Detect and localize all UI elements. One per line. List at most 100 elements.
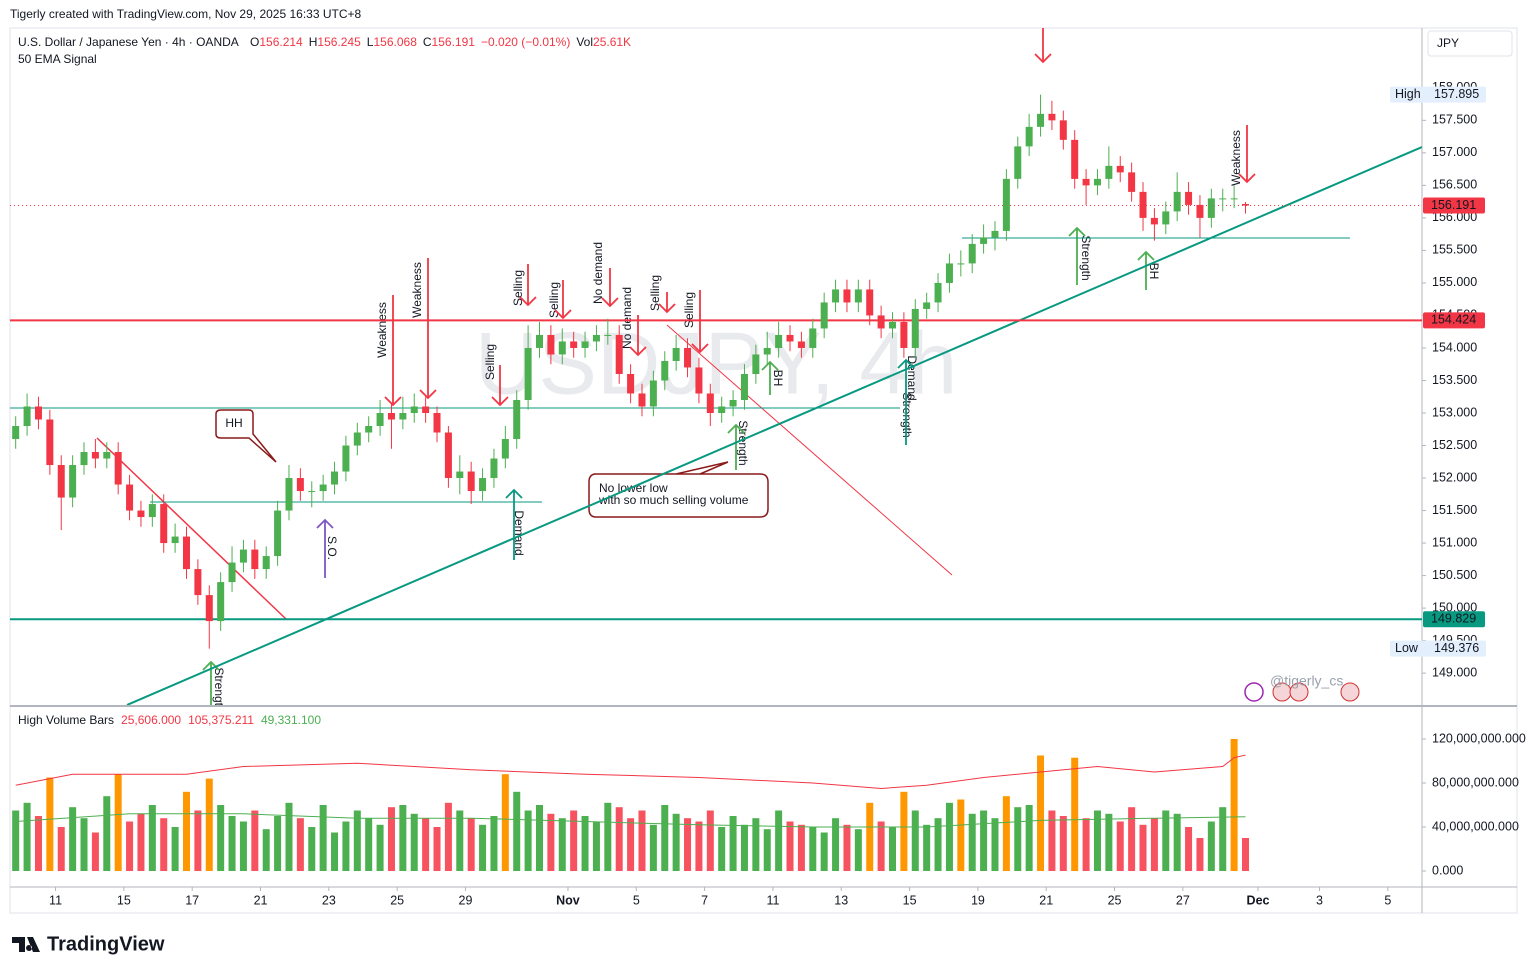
volume-bar	[114, 774, 122, 872]
volume-bar	[331, 832, 339, 872]
volume-bar	[433, 826, 441, 872]
volume-bar	[126, 821, 134, 872]
y-tick-label: 155.000	[1432, 275, 1477, 289]
note-line: with so much selling volume	[598, 493, 749, 507]
level-label: 149.829	[1431, 612, 1476, 626]
volume-bar	[718, 826, 726, 872]
volume-bar	[34, 815, 42, 872]
annotation-label: Demand	[905, 355, 919, 400]
volume-bar	[1116, 821, 1124, 872]
volume-bar	[752, 818, 760, 872]
volume-bar	[46, 777, 54, 872]
volume-bar	[103, 796, 111, 872]
y-tick-label: 157.000	[1432, 145, 1477, 159]
y-tick-label: 157.500	[1432, 113, 1477, 127]
x-tick-label: 27	[1176, 893, 1190, 907]
volume-bar	[809, 826, 817, 872]
y-tick-label: 152.500	[1432, 438, 1477, 452]
volume-bar	[91, 832, 99, 872]
x-tick-label: 15	[903, 893, 917, 907]
volume-bar	[558, 818, 566, 872]
volume-bar	[592, 821, 600, 872]
volume-bar	[968, 813, 976, 872]
volume-bar	[615, 807, 623, 872]
volume-bar	[501, 774, 509, 872]
x-tick-label: 29	[459, 893, 473, 907]
x-tick-label: 11	[49, 893, 62, 907]
volume-bar	[797, 824, 805, 872]
annotation-arrow	[1137, 250, 1155, 290]
quote-value: 156.245	[317, 35, 361, 49]
y-tick-label: 80,000,000.000	[1432, 775, 1519, 789]
volume-bar	[251, 810, 259, 872]
currency[interactable]: JPY	[1437, 36, 1459, 50]
quote: O156.214 H156.245 L156.068 C156.191 −0.020 (…	[250, 35, 631, 49]
volume-bar	[1014, 807, 1022, 872]
volume-bar	[490, 815, 498, 872]
volume-bar	[843, 824, 851, 872]
volume-bar	[889, 826, 896, 872]
legend-value: 105,375.211	[188, 713, 254, 727]
annotation-arrow	[316, 518, 334, 578]
volume-bar	[69, 807, 77, 872]
volume-bar	[1002, 796, 1010, 872]
x-tick-label: Dec	[1247, 893, 1270, 907]
trend-line	[666, 324, 953, 576]
marker-value: 157.895	[1434, 87, 1479, 101]
volume-value: 25.61K	[593, 35, 631, 49]
volume-bar	[1037, 755, 1045, 872]
x-tick-label: 21	[1039, 893, 1053, 907]
legend-value: 25,606.000	[121, 713, 181, 727]
volume-bar	[194, 810, 202, 872]
volume-bar	[729, 815, 737, 872]
volume-bar	[672, 813, 680, 872]
logo-icon	[12, 937, 40, 952]
volume-bar	[1071, 757, 1079, 872]
symbol: U.S. Dollar / Japanese Yen · 4h · OANDA	[18, 35, 239, 49]
volume-bar	[1150, 818, 1158, 872]
annotation-label: Strength	[1079, 235, 1093, 280]
volume-bar	[866, 802, 874, 872]
drawings	[10, 146, 1422, 705]
annotation-label: Demand	[512, 510, 526, 555]
currency-button[interactable]	[1427, 30, 1513, 57]
x-tick-label: 11	[766, 893, 779, 907]
volume-bar	[1196, 837, 1204, 872]
annotation-arrow	[727, 423, 745, 470]
volume-bar	[353, 810, 361, 872]
volume-bar	[171, 826, 179, 872]
volume-bar	[524, 810, 532, 872]
volume-bars	[12, 738, 1249, 872]
change: −0.020 (−0.01%)	[481, 35, 570, 49]
volume-bar	[1139, 824, 1147, 872]
volume-bar	[410, 813, 418, 872]
last-price-tag	[1423, 197, 1485, 214]
y-tick-label: 120,000,000.000	[1432, 731, 1526, 745]
marker-tag	[1390, 640, 1486, 657]
volume-bar	[706, 810, 714, 872]
volume-bar	[467, 818, 475, 872]
annotation-label: Weakness	[1229, 130, 1243, 186]
y-tick-label: 40,000,000.000	[1432, 819, 1519, 833]
y-tick-label: 154.000	[1432, 340, 1477, 354]
volume-bar	[604, 802, 612, 872]
icon	[1289, 682, 1309, 702]
annotation-arrow	[1034, 28, 1052, 64]
note-line: No lower low	[599, 481, 668, 495]
volume-bar	[877, 821, 885, 872]
annotation-label: Weakness	[410, 262, 424, 318]
legend-value: 49,331.100	[261, 713, 321, 727]
volume-bar	[137, 813, 145, 872]
symbol-header: U.S. Dollar / Japanese Yen · 4h · OANDA	[18, 35, 239, 49]
volume-bar	[627, 818, 635, 872]
y-tick-label: 150.500	[1432, 568, 1477, 582]
x-tick-label: 7	[701, 893, 708, 907]
callout-text: HH	[225, 416, 242, 430]
volume-bar	[684, 818, 692, 872]
x-tick-label: 21	[254, 893, 268, 907]
volume-bar	[1207, 821, 1215, 872]
legend-title: High Volume Bars	[18, 713, 114, 727]
volume-bar	[285, 802, 293, 872]
volume-bar	[570, 810, 578, 872]
